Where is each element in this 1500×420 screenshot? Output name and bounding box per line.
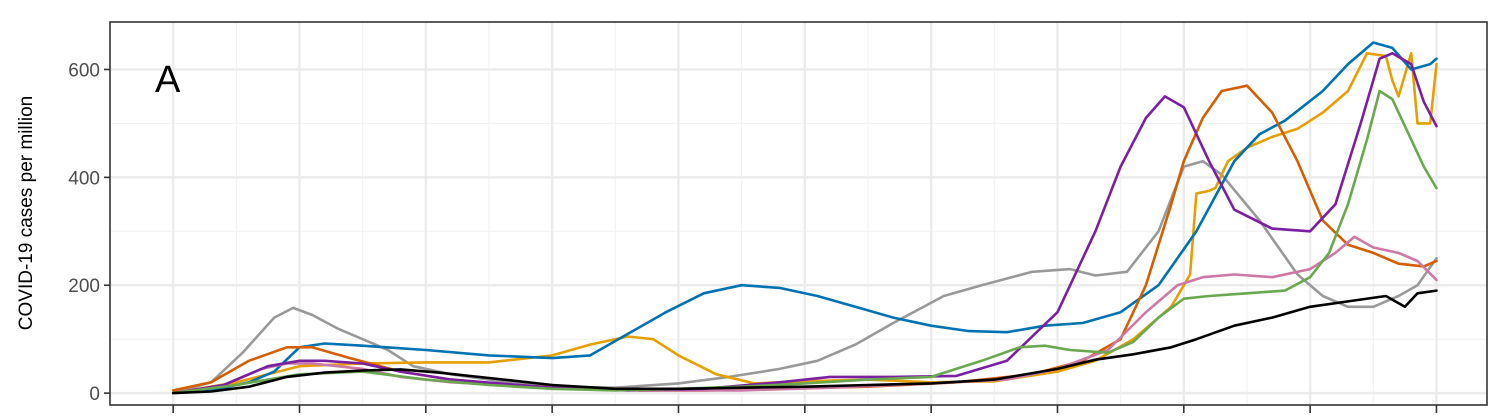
y-axis: 0 200 400 600 [68,60,110,405]
grid-lines [110,22,1487,405]
series-line-2 [171,52,1438,395]
x-axis [172,405,1438,413]
series-line-8 [171,289,1438,395]
panel-background [110,22,1487,405]
y-tick-label: 400 [68,168,100,189]
series-line-7 [171,89,1438,395]
panel-label: A [155,59,181,101]
y-tick-label: 600 [68,60,100,81]
y-tick-label: 200 [68,276,100,297]
series-layer [171,41,1438,395]
panel-border [109,21,1488,406]
series-line-3 [171,41,1438,395]
series-line-6 [171,52,1438,395]
y-tick-label: 0 [89,384,100,405]
y-axis-label: COVID-19 cases per million [16,96,37,330]
series-line-1 [171,159,1438,395]
